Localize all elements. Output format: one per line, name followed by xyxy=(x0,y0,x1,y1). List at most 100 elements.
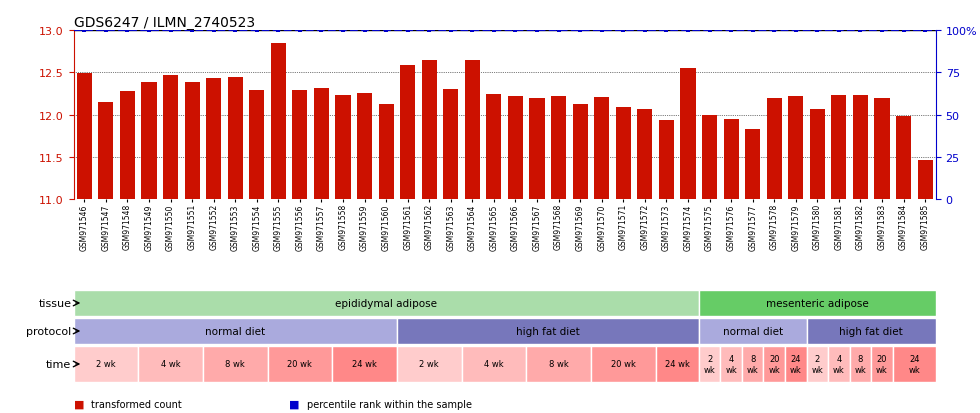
Bar xyxy=(723,119,739,199)
Bar xyxy=(871,346,893,382)
Bar xyxy=(788,97,804,199)
Bar xyxy=(659,121,674,199)
Text: 24
wk: 24 wk xyxy=(790,354,802,374)
Bar xyxy=(335,96,351,199)
Bar xyxy=(526,346,591,382)
Bar xyxy=(699,290,936,317)
Bar xyxy=(896,117,911,199)
Text: 2
wk: 2 wk xyxy=(811,354,823,374)
Text: 20
wk: 20 wk xyxy=(768,354,780,374)
Text: 8
wk: 8 wk xyxy=(855,354,866,374)
Bar xyxy=(763,346,785,382)
Text: 4
wk: 4 wk xyxy=(725,354,737,374)
Bar xyxy=(462,346,526,382)
Text: transformed count: transformed count xyxy=(91,399,182,409)
Text: 4 wk: 4 wk xyxy=(161,360,180,369)
Bar xyxy=(831,96,847,199)
Bar xyxy=(400,66,416,199)
Bar xyxy=(120,92,135,199)
Bar xyxy=(443,90,459,199)
Text: 24 wk: 24 wk xyxy=(352,360,377,369)
Text: percentile rank within the sample: percentile rank within the sample xyxy=(307,399,471,409)
Text: 24
wk: 24 wk xyxy=(908,354,920,374)
Text: epididymal adipose: epididymal adipose xyxy=(335,298,437,308)
Bar xyxy=(720,346,742,382)
Bar xyxy=(702,115,717,199)
Text: 8 wk: 8 wk xyxy=(225,360,245,369)
Bar xyxy=(206,79,221,199)
Text: mesenteric adipose: mesenteric adipose xyxy=(766,298,868,308)
Bar xyxy=(227,78,243,199)
Bar xyxy=(397,318,699,344)
Bar xyxy=(853,96,868,199)
Bar xyxy=(184,83,200,199)
Bar xyxy=(270,44,286,199)
Bar xyxy=(138,346,203,382)
Bar xyxy=(508,97,523,199)
Bar xyxy=(551,97,566,199)
Bar xyxy=(486,95,502,199)
Text: 8 wk: 8 wk xyxy=(549,360,568,369)
Text: 20 wk: 20 wk xyxy=(287,360,313,369)
Text: 2
wk: 2 wk xyxy=(704,354,715,374)
Bar xyxy=(807,346,828,382)
Bar xyxy=(874,99,890,199)
Bar xyxy=(637,109,653,199)
Text: time: time xyxy=(46,359,72,369)
Text: protocol: protocol xyxy=(26,326,72,336)
Bar xyxy=(249,91,265,199)
Bar xyxy=(807,318,936,344)
Text: normal diet: normal diet xyxy=(205,326,266,336)
Bar xyxy=(572,105,588,199)
Text: GDS6247 / ILMN_2740523: GDS6247 / ILMN_2740523 xyxy=(74,16,255,30)
Text: 4
wk: 4 wk xyxy=(833,354,845,374)
Bar xyxy=(766,98,782,199)
Bar xyxy=(809,109,825,199)
Bar xyxy=(314,89,329,199)
Bar xyxy=(529,98,545,199)
Bar xyxy=(680,69,696,199)
Bar xyxy=(421,61,437,199)
Bar xyxy=(74,318,397,344)
Bar xyxy=(742,346,763,382)
Text: tissue: tissue xyxy=(38,298,72,308)
Bar xyxy=(98,102,114,199)
Text: ■: ■ xyxy=(289,399,300,409)
Bar xyxy=(292,91,308,199)
Bar xyxy=(615,108,631,199)
Bar xyxy=(378,104,394,199)
Bar xyxy=(745,130,760,199)
Bar xyxy=(74,346,138,382)
Text: 20 wk: 20 wk xyxy=(611,360,636,369)
Bar xyxy=(850,346,871,382)
Bar xyxy=(591,346,656,382)
Bar xyxy=(203,346,268,382)
Text: high fat diet: high fat diet xyxy=(839,326,904,336)
Bar xyxy=(465,61,480,199)
Text: 20
wk: 20 wk xyxy=(876,354,888,374)
Text: high fat diet: high fat diet xyxy=(515,326,580,336)
Text: 2 wk: 2 wk xyxy=(96,360,116,369)
Text: normal diet: normal diet xyxy=(722,326,783,336)
Bar xyxy=(785,346,807,382)
Text: 4 wk: 4 wk xyxy=(484,360,504,369)
Bar xyxy=(893,346,936,382)
Bar xyxy=(699,346,720,382)
Bar xyxy=(397,346,462,382)
Text: 2 wk: 2 wk xyxy=(419,360,439,369)
Text: 8
wk: 8 wk xyxy=(747,354,759,374)
Text: ■: ■ xyxy=(74,399,84,409)
Bar xyxy=(594,97,610,199)
Bar xyxy=(699,318,807,344)
Bar xyxy=(917,161,933,199)
Bar xyxy=(163,76,178,199)
Bar xyxy=(656,346,699,382)
Bar xyxy=(268,346,332,382)
Bar xyxy=(332,346,397,382)
Text: 24 wk: 24 wk xyxy=(664,360,690,369)
Bar xyxy=(828,346,850,382)
Bar xyxy=(76,74,92,199)
Bar xyxy=(74,290,699,317)
Bar xyxy=(141,82,157,199)
Bar xyxy=(357,94,372,199)
